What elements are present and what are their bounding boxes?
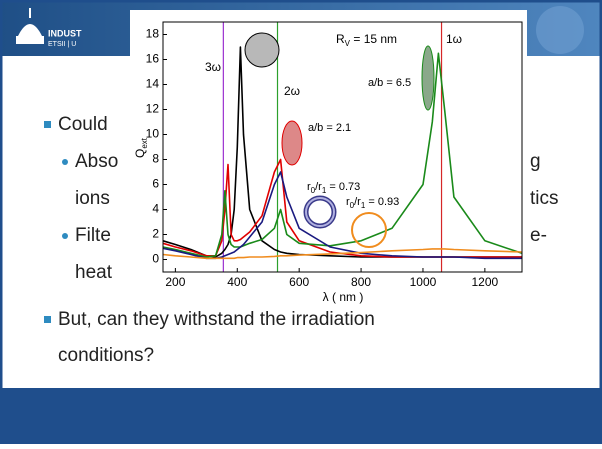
y-tick-label: 10 (146, 127, 160, 141)
series-line (162, 52, 523, 258)
x-tick-label: 600 (289, 275, 309, 289)
bullet-text: Could (58, 114, 108, 135)
bullet-marker (44, 316, 51, 323)
bullet-marker (44, 121, 51, 128)
bullet-text: heat (75, 262, 113, 283)
y-axis-label: Qext (133, 137, 149, 158)
bullet-text: g (530, 151, 541, 172)
y-tick-label: 2 (152, 227, 159, 241)
logo-text: ETSII | U (48, 41, 76, 48)
series-line (162, 248, 523, 260)
bullet-text: Filte (75, 225, 111, 246)
x-tick-label: 800 (351, 275, 371, 289)
annotation: r0/r1 = 0.93 (346, 196, 399, 210)
illustrations (244, 32, 435, 248)
annotation: a/b = 2.1 (308, 122, 351, 134)
x-tick-label: 400 (227, 275, 247, 289)
x-axis-label: λ ( nm ) (323, 290, 364, 304)
y-tick-label: 18 (146, 27, 160, 41)
bullet-marker (62, 159, 68, 165)
bullets: Could Abso g ions tics Filte e-heat But, can th… (44, 114, 559, 366)
annotation: r0/r1 = 0.73 (307, 181, 360, 195)
y-tick-label: 8 (152, 152, 159, 166)
chart-area (130, 10, 527, 310)
series-line (162, 171, 522, 260)
bullet-text: e- (530, 225, 547, 246)
vline-label: 3ω (205, 60, 221, 74)
chart: 0 2 4 6 8 10 12 14 16 18 200 400 600 800 1000 1200 (146, 21, 523, 289)
bullet-marker (62, 233, 68, 239)
y-tick-label: 14 (146, 77, 160, 91)
bullet-text: ions (75, 188, 110, 209)
annotation: RV = 15 nm (336, 32, 397, 48)
x-tick-label: 200 (165, 275, 185, 289)
logo-left: INDUST ETSII | U (16, 8, 82, 48)
y-tick-label: 12 (146, 102, 160, 116)
logo-text: INDUST (48, 28, 82, 38)
y-tick-label: 6 (152, 177, 159, 191)
y-tick-label: 0 (152, 252, 159, 266)
bullet-text: conditions? (58, 345, 154, 366)
annotation: a/b = 6.5 (368, 77, 411, 89)
bullet-text: Abso (75, 151, 118, 172)
x-tick-label: 1000 (410, 275, 437, 289)
logo-right (536, 6, 584, 54)
bullet-text: tics (530, 188, 559, 209)
vline-label: 1ω (446, 32, 462, 46)
x-tick-label: 1200 (472, 275, 499, 289)
footer-band (0, 388, 602, 444)
y-tick-label: 4 (152, 202, 159, 216)
bullet-text: But, can they withstand the irradiation (58, 309, 375, 330)
vline-label: 2ω (284, 84, 300, 98)
plot-frame (162, 21, 523, 273)
y-tick-label: 16 (146, 52, 160, 66)
